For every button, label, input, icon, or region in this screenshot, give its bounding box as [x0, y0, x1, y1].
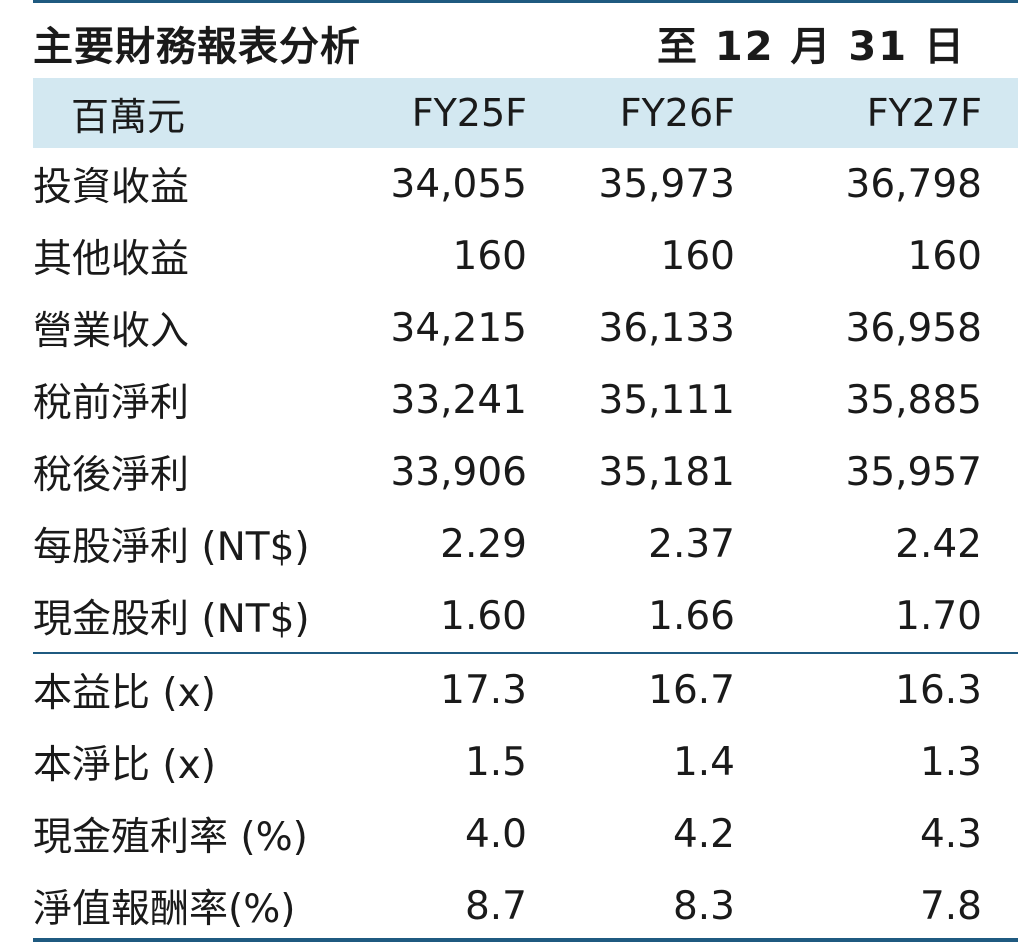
header-row: 百萬元 FY25F FY26F FY27F	[33, 78, 1018, 148]
cell-value: 7.8	[919, 883, 982, 929]
table-row: 投資收益 34,055 35,973 36,798	[33, 148, 1018, 220]
table-row: 其他收益 160 160 160	[33, 220, 1018, 292]
period-label: 至 12 月 31 日	[656, 24, 966, 70]
bottom-rule	[33, 938, 1018, 942]
row-label: 稅後淨利	[33, 453, 190, 498]
column-header: FY25F	[349, 78, 563, 148]
cell-value: 1.3	[919, 739, 982, 785]
table-row: 稅後淨利 33,906 35,181 35,957	[33, 436, 1018, 508]
cell-value: 2.37	[648, 521, 735, 567]
cell-value: 35,181	[598, 449, 735, 495]
financial-table: 百萬元 FY25F FY26F FY27F 投資收益 34,055 35,973…	[33, 78, 1018, 942]
cell-value: 160	[907, 233, 982, 279]
table-row: 稅前淨利 33,241 35,111 35,885	[33, 364, 1018, 436]
cell-value: 4.3	[919, 811, 982, 857]
cell-value: 1.4	[672, 739, 735, 785]
title-row: 主要財務報表分析 至 12 月 31 日	[33, 6, 1018, 72]
table-row: 淨值報酬率(%) 8.7 8.3 7.8	[33, 870, 1018, 942]
cell-value: 36,798	[845, 161, 982, 207]
row-label: 每股淨利 (NT$)	[33, 525, 310, 570]
table-row: 營業收入 34,215 36,133 36,958	[33, 292, 1018, 364]
cell-value: 34,055	[390, 161, 527, 207]
cell-value: 36,958	[845, 305, 982, 351]
column-header: FY27F	[771, 78, 1018, 148]
cell-value: 1.5	[464, 739, 527, 785]
row-label: 投資收益	[33, 165, 190, 210]
top-rule	[33, 0, 1018, 3]
table-row: 每股淨利 (NT$) 2.29 2.37 2.42	[33, 508, 1018, 580]
table-row: 本益比 (x) 17.3 16.7 16.3	[33, 652, 1018, 726]
table-row: 現金殖利率 (%) 4.0 4.2 4.3	[33, 798, 1018, 870]
column-header: FY26F	[563, 78, 771, 148]
row-label: 現金股利 (NT$)	[33, 597, 310, 642]
cell-value: 2.42	[895, 521, 982, 567]
table-row: 本淨比 (x) 1.5 1.4 1.3	[33, 726, 1018, 798]
table-row: 現金股利 (NT$) 1.60 1.66 1.70	[33, 580, 1018, 653]
table-title: 主要財務報表分析	[33, 24, 361, 70]
cell-value: 1.66	[648, 593, 735, 639]
row-label: 現金殖利率 (%)	[33, 815, 308, 860]
row-label: 稅前淨利	[33, 381, 190, 426]
cell-value: 36,133	[598, 305, 735, 351]
cell-value: 160	[660, 233, 735, 279]
row-label: 淨值報酬率(%)	[33, 887, 296, 932]
cell-value: 4.2	[672, 811, 735, 857]
unit-header: 百萬元	[33, 78, 349, 148]
cell-value: 160	[452, 233, 527, 279]
cell-value: 8.3	[672, 883, 735, 929]
cell-value: 1.60	[440, 593, 527, 639]
cell-value: 33,906	[390, 449, 527, 495]
cell-value: 4.0	[464, 811, 527, 857]
cell-value: 16.7	[563, 652, 771, 726]
row-label: 本益比 (x)	[33, 652, 349, 726]
cell-value: 16.3	[771, 652, 1018, 726]
cell-value: 35,957	[845, 449, 982, 495]
cell-value: 35,885	[845, 377, 982, 423]
cell-value: 8.7	[464, 883, 527, 929]
row-label: 其他收益	[33, 237, 190, 282]
cell-value: 35,111	[598, 377, 735, 423]
row-label: 本淨比 (x)	[33, 743, 216, 788]
cell-value: 33,241	[390, 377, 527, 423]
cell-value: 35,973	[598, 161, 735, 207]
cell-value: 17.3	[349, 652, 563, 726]
row-label: 營業收入	[33, 309, 190, 354]
cell-value: 1.70	[895, 593, 982, 639]
cell-value: 34,215	[390, 305, 527, 351]
cell-value: 2.29	[440, 521, 527, 567]
